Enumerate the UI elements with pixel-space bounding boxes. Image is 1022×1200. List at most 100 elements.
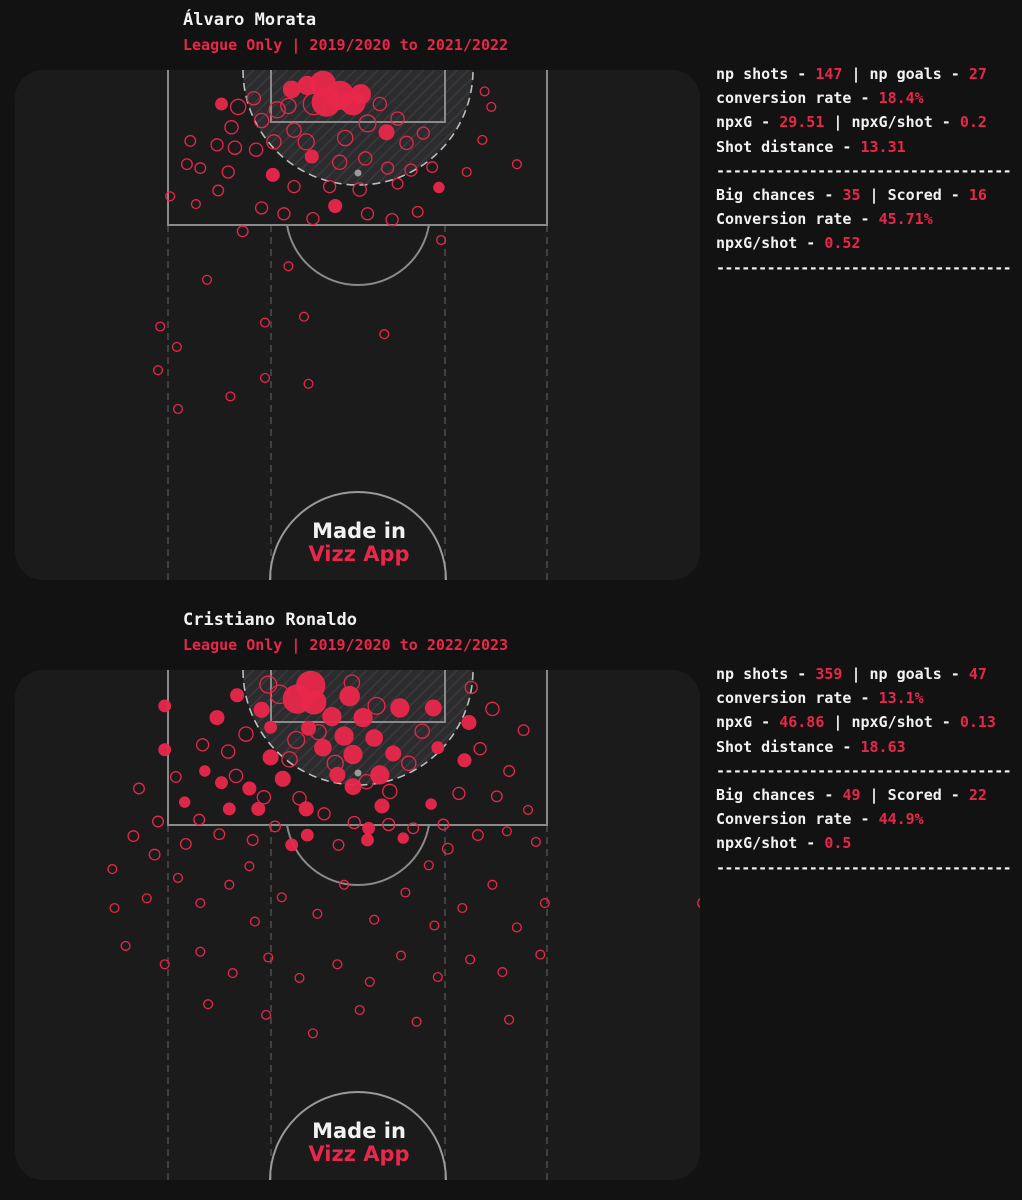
shot-marker (331, 154, 348, 171)
stats-big-chance-npxg: npxG/shot - 0.52 (716, 234, 861, 253)
shot-marker (277, 207, 291, 221)
shot-marker (360, 207, 375, 221)
penalty-arc (286, 824, 430, 886)
goal-shot-marker (361, 833, 374, 847)
shot-marker (266, 134, 282, 150)
goal-shot-marker (339, 686, 360, 707)
shot-marker (109, 902, 120, 914)
shot-marker (352, 182, 367, 197)
shot-marker (354, 1004, 365, 1016)
goal-shot-marker (282, 80, 301, 99)
shot-marker (332, 838, 345, 851)
shot-map-panel-1: Álvaro Morata League Only | 2019/2020 to… (152, 10, 1016, 580)
shot-marker (535, 949, 546, 960)
shot-marker (229, 98, 247, 116)
stats-big-chance-npxg: npxG/shot - 0.5 (716, 834, 852, 853)
goal-shot-marker (297, 75, 317, 96)
goal-shot-marker (262, 749, 279, 766)
shot-marker (379, 329, 390, 340)
penalty-spot (354, 169, 362, 177)
goal-shot-marker (425, 798, 437, 810)
shot-marker (246, 90, 262, 106)
shot-marker (297, 133, 315, 151)
goal-shot-marker (322, 706, 342, 727)
goal-shot-marker (343, 744, 363, 765)
shot-marker (473, 742, 487, 756)
shot-marker (244, 861, 255, 872)
stats-block: np shots - 147 | np goals - 27 conversio… (716, 62, 1016, 280)
shot-marker (254, 201, 269, 215)
shot-marker (190, 199, 201, 210)
shot-marker (172, 872, 184, 883)
shot-marker (358, 114, 377, 133)
goal-shot-marker (314, 738, 332, 757)
shot-marker (286, 122, 302, 138)
shot-marker (155, 321, 166, 332)
shot-marker (457, 902, 468, 914)
shot-marker (385, 212, 399, 227)
shot-marker (372, 96, 388, 112)
shot-marker (159, 959, 170, 970)
shot-marker (280, 97, 297, 115)
shot-marker (213, 828, 226, 841)
shot-map-chart (107, 670, 700, 1180)
stats-big-chances: Big chances - 49 | Scored - 22 (716, 785, 987, 804)
shot-marker (404, 163, 418, 177)
shot-marker (220, 744, 236, 759)
distance-arc (242, 670, 474, 786)
shot-marker (193, 813, 206, 826)
shot-marker (294, 972, 305, 983)
shot-marker (287, 730, 306, 749)
shot-marker (336, 129, 354, 147)
stats-shots-goals: np shots - 147 | np goals - 27 (716, 65, 987, 83)
goal-shot-marker (222, 802, 236, 816)
shot-marker (269, 820, 281, 833)
shot-marker (180, 158, 193, 171)
centre-circle (269, 491, 447, 580)
shot-marker (503, 765, 516, 777)
shot-marker (511, 922, 522, 933)
goal-shot-marker (253, 701, 270, 718)
shot-marker (141, 893, 152, 904)
shot-marker (364, 976, 375, 987)
shot-marker (259, 317, 271, 328)
goal-shot-marker (433, 181, 445, 194)
shot-marker (437, 818, 450, 831)
shot-marker (395, 950, 407, 961)
goal-shot-marker (304, 149, 319, 164)
shot-marker (212, 184, 225, 197)
player-name: Álvaro Morata (183, 10, 317, 30)
shot-marker (169, 770, 182, 783)
shot-marker (401, 755, 417, 772)
penalty-box (167, 70, 548, 226)
shot-marker (432, 971, 443, 983)
shot-marker (504, 1014, 515, 1025)
shot-marker (227, 968, 238, 979)
shot-marker (127, 830, 140, 843)
goal-shot-marker (362, 821, 376, 835)
watermark-line-2: Vizz App (308, 542, 410, 566)
shot-marker (465, 954, 476, 965)
shot-marker (436, 234, 447, 246)
stats-shot-distance: Shot distance - 13.31 (716, 137, 906, 156)
shot-marker (228, 768, 244, 784)
shot-marker (283, 261, 294, 272)
shot-marker (152, 365, 164, 376)
shot-marker (268, 101, 286, 119)
shot-marker (517, 724, 530, 737)
shot-marker (201, 274, 213, 285)
goal-shot-marker (298, 801, 314, 817)
goal-shot-marker (431, 741, 445, 755)
shot-marker (382, 783, 398, 800)
shot-marker (312, 908, 323, 919)
shot-marker (246, 834, 259, 846)
shot-marker (479, 86, 490, 97)
shot-marker (195, 946, 206, 957)
shot-marker (485, 701, 500, 717)
shot-marker (179, 837, 192, 850)
goal-shot-marker (397, 832, 409, 844)
goal-shot-marker (365, 729, 384, 747)
goal-shot-marker (353, 707, 373, 728)
shot-marker (317, 807, 331, 821)
six-yard-box (270, 70, 446, 123)
